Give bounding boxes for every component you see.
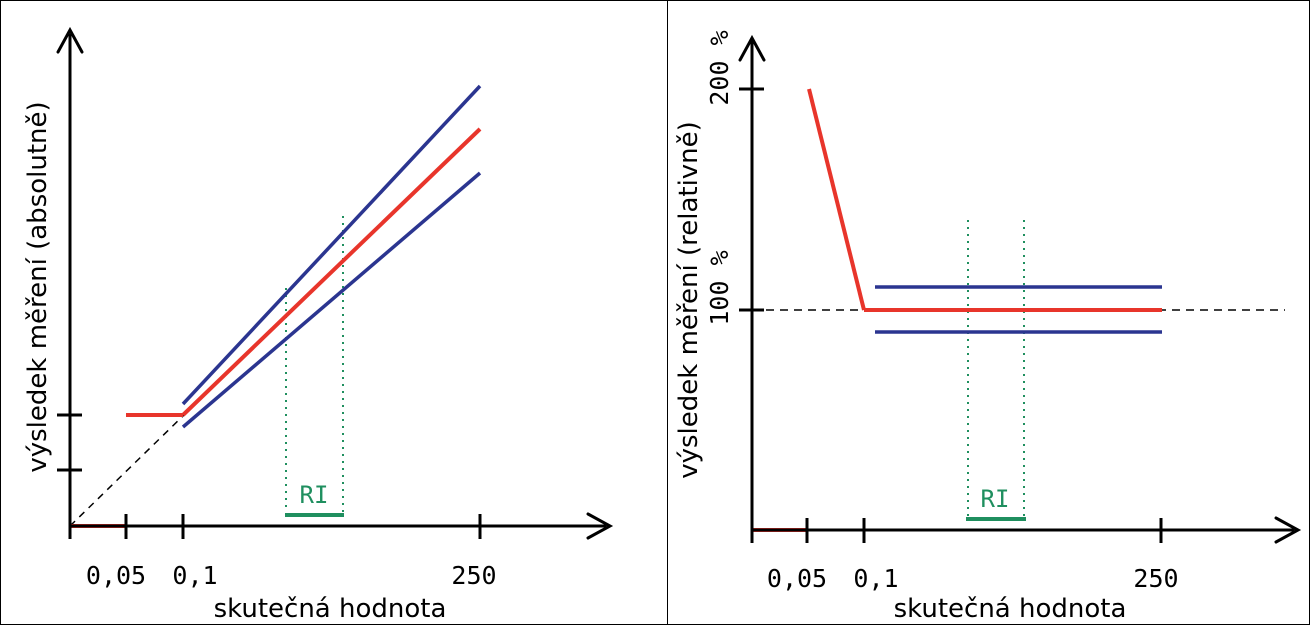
- left-panel-border: [0, 0, 668, 625]
- left-ri-label: RI: [300, 481, 329, 509]
- right-x-tick-label-250: 250: [1133, 564, 1178, 593]
- left-x-axis-label: skutečná hodnota: [214, 594, 447, 624]
- right-ri-label: RI: [981, 485, 1010, 513]
- right-x-axis-label: skutečná hodnota: [894, 594, 1127, 624]
- left-x-tick-label-250: 250: [451, 561, 496, 590]
- left-lower-limit-line: [181, 171, 482, 429]
- left-identity-dashed-line: [69, 413, 186, 527]
- right-y-axis-label: výsledek měření (relativně): [674, 121, 704, 479]
- right-x-tick-label-0-05: 0,05: [767, 564, 827, 593]
- right-panel: RI 0,05 0,1 250 100 % 200 % skutečná hod…: [674, 30, 1302, 624]
- left-x-tick-label-0-1: 0,1: [172, 561, 217, 590]
- left-x-axis-arrow: [586, 512, 614, 540]
- right-y-tick-label-200: 200 %: [705, 30, 734, 105]
- left-x-tick-label-0-05: 0,05: [86, 561, 146, 590]
- left-red-response-line: [181, 127, 482, 417]
- left-panel: RI 0,05 0,1 250 skutečná hodnota výslede…: [23, 26, 614, 624]
- right-red-descending-segment: [807, 88, 866, 311]
- right-y-axis-arrow: [738, 34, 766, 62]
- right-x-axis-arrow: [1274, 516, 1302, 544]
- left-upper-limit-line: [181, 84, 482, 406]
- right-x-tick-label-0-1: 0,1: [853, 564, 898, 593]
- right-y-tick-label-100: 100 %: [705, 250, 734, 325]
- left-y-axis-label: výsledek měření (absolutně): [23, 101, 53, 472]
- left-y-axis-arrow: [56, 26, 84, 54]
